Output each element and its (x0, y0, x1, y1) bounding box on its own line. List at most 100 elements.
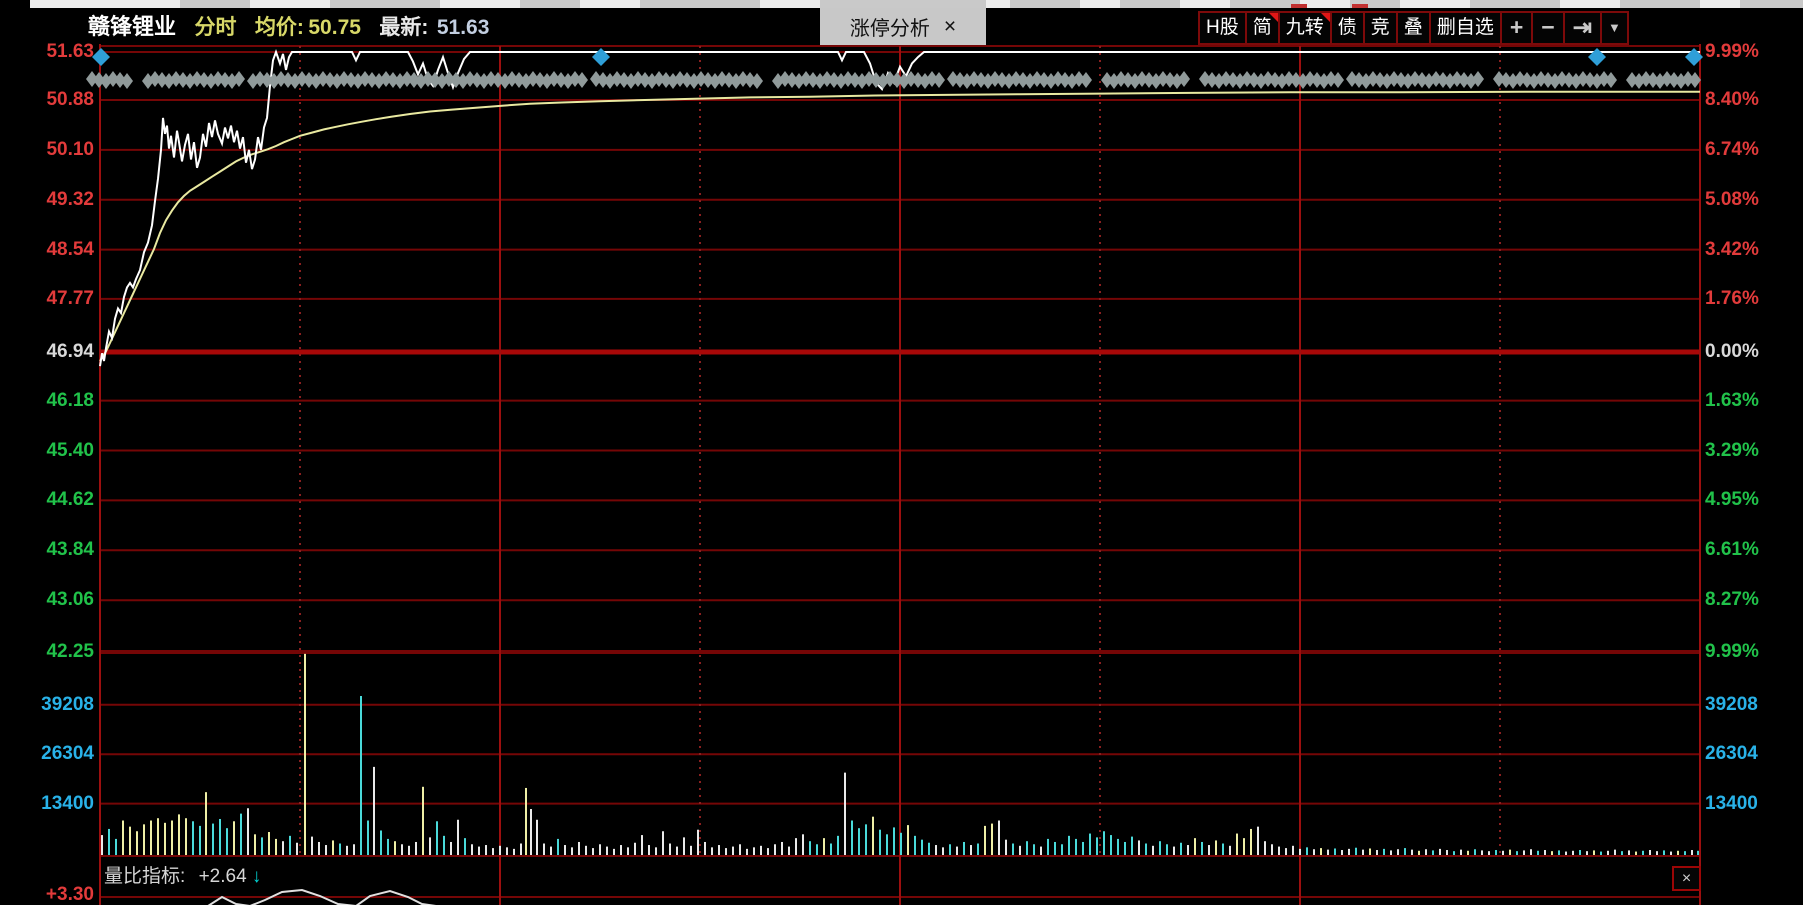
percent-axis-label: 3.42% (1705, 238, 1759, 260)
volume-bar (620, 845, 622, 855)
order-band-diamond (1332, 72, 1344, 88)
order-band-diamond (1262, 71, 1274, 87)
toolbar-button-goto-end[interactable]: ⇥ (1562, 11, 1602, 45)
order-band-diamond (1388, 71, 1400, 87)
volume-bar (1488, 851, 1490, 855)
volume-bar (858, 828, 860, 855)
volume-bar (436, 821, 438, 855)
volume-bar (513, 848, 515, 855)
volume-bar (1628, 850, 1630, 855)
volume-bar (1306, 847, 1308, 855)
volume-bar (1439, 848, 1441, 855)
toolbar-button-dropdown[interactable]: ▼ (1599, 11, 1629, 45)
strip-red-mark (1291, 4, 1307, 8)
volume-bar (648, 845, 650, 855)
order-band-diamond (1472, 71, 1484, 87)
volume-bar (571, 847, 573, 855)
toolbar-button-zoom-in[interactable]: + (1499, 11, 1534, 45)
percent-axis-label: 0.00% (1705, 341, 1759, 362)
indicator-close-button[interactable]: × (1672, 866, 1701, 891)
order-band-diamond (744, 72, 756, 88)
price-axis-label: 48.54 (46, 238, 94, 260)
volume-bar (788, 846, 790, 855)
order-band-diamond (1010, 71, 1022, 87)
volume-bar (949, 844, 951, 855)
volume-bar (914, 835, 916, 855)
jiuzhuan-label: 九转 (1285, 17, 1324, 38)
percent-axis-label: 9.99% (1705, 41, 1759, 62)
volume-bar (171, 820, 173, 855)
volume-bar (704, 841, 706, 855)
volume-bar (1579, 850, 1581, 855)
order-band-diamond (807, 72, 819, 88)
volume-bar (1285, 848, 1287, 855)
volume-bar (471, 844, 473, 855)
order-band-diamond (317, 71, 329, 87)
order-band-diamond (338, 71, 350, 87)
volume-bar (900, 832, 902, 855)
price-axis-label: 50.10 (46, 138, 94, 160)
volume-bar (1544, 850, 1546, 855)
volume-bar (1397, 849, 1399, 855)
volume-bar (1159, 841, 1161, 855)
order-band-diamond (779, 71, 791, 87)
order-band-diamond (800, 71, 812, 87)
volume-bar (1257, 826, 1259, 855)
order-band-diamond (1626, 72, 1638, 88)
volume-bar (1082, 841, 1084, 855)
toolbar-button-jiuzhuan[interactable]: 九转 (1277, 11, 1332, 45)
order-band-diamond (1493, 71, 1505, 87)
volume-bar (1173, 846, 1175, 855)
order-band-diamond (1122, 72, 1134, 88)
volume-bar (578, 841, 580, 855)
volume-bar (1180, 842, 1182, 855)
order-band-diamond (1353, 72, 1365, 88)
order-band-diamond (471, 72, 483, 88)
volume-bar (991, 823, 993, 855)
order-band-diamond (1563, 72, 1575, 88)
order-band-diamond (611, 71, 623, 87)
percent-axis-label: 8.27% (1705, 589, 1759, 611)
toolbar-button-del-favorite[interactable]: 删自选 (1428, 11, 1502, 45)
toolbar-button-die[interactable]: 叠 (1395, 11, 1431, 45)
volume-bar (550, 846, 552, 855)
percent-axis-label: 6.74% (1705, 138, 1759, 160)
volume-bar (1635, 851, 1637, 855)
toolbar-button-jian[interactable]: 简 (1244, 11, 1280, 45)
volume-bar (318, 841, 320, 855)
order-band-diamond (1577, 71, 1589, 87)
tab-close-icon[interactable]: × (943, 14, 957, 38)
order-band-diamond (408, 72, 420, 88)
order-band-diamond (702, 72, 714, 88)
price-axis-label: 50.88 (46, 88, 94, 110)
strip-segment (180, 0, 250, 8)
volume-bar (1040, 846, 1042, 855)
order-band-diamond (1416, 72, 1428, 88)
toolbar-button-hk-share[interactable]: H股 (1198, 11, 1247, 45)
volume-bar (886, 834, 888, 855)
strip-segment (1470, 0, 1560, 8)
order-band-diamond (380, 71, 392, 87)
volume-bar (1369, 848, 1371, 855)
volume-bar (1068, 835, 1070, 855)
volume-bar (499, 845, 501, 855)
order-band-diamond (1080, 72, 1092, 88)
volume-bar (536, 819, 538, 855)
order-band-diamond (1689, 72, 1701, 88)
volume-bar (809, 841, 811, 855)
order-band-diamond (828, 72, 840, 88)
volume-bar (1334, 848, 1336, 855)
chart-header: 赣锋锂业 分时 均价: 50.75 最新: 51.63 (88, 11, 489, 43)
order-band-diamond (1661, 71, 1673, 87)
toolbar-button-jing[interactable]: 竞 (1362, 11, 1398, 45)
volume-bar (136, 831, 138, 855)
toolbar-button-zoom-out[interactable]: − (1531, 11, 1565, 45)
average-price-line (99, 90, 1700, 362)
order-band-diamond (1283, 71, 1295, 87)
volume-bar (1243, 838, 1245, 855)
tab-limit-up-analysis[interactable]: 涨停分析 × (820, 8, 986, 45)
order-band-diamond (695, 71, 707, 87)
toolbar-button-zhai[interactable]: 债 (1329, 11, 1365, 45)
order-band-diamond (660, 72, 672, 88)
